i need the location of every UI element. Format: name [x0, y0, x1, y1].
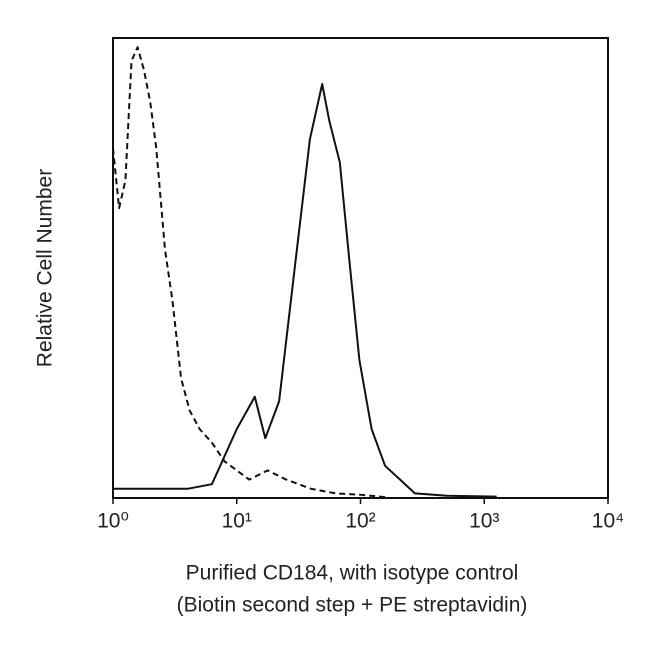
x-axis-label: (Biotin second step + PE streptavidin)	[177, 594, 528, 617]
x-axis-label: Purified CD184, with isotype control	[186, 562, 519, 585]
x-tick-label: 10⁴	[592, 510, 624, 533]
plot-frame	[112, 37, 609, 499]
x-tick-label: 10⁰	[97, 510, 129, 533]
x-tick-label: 10³	[469, 510, 499, 533]
histogram-line	[112, 46, 386, 499]
histogram-line	[113, 83, 497, 498]
x-tick-label: 10²	[345, 510, 375, 533]
y-axis-label: Relative Cell Number	[34, 169, 57, 367]
x-tick-label: 10¹	[222, 510, 252, 533]
